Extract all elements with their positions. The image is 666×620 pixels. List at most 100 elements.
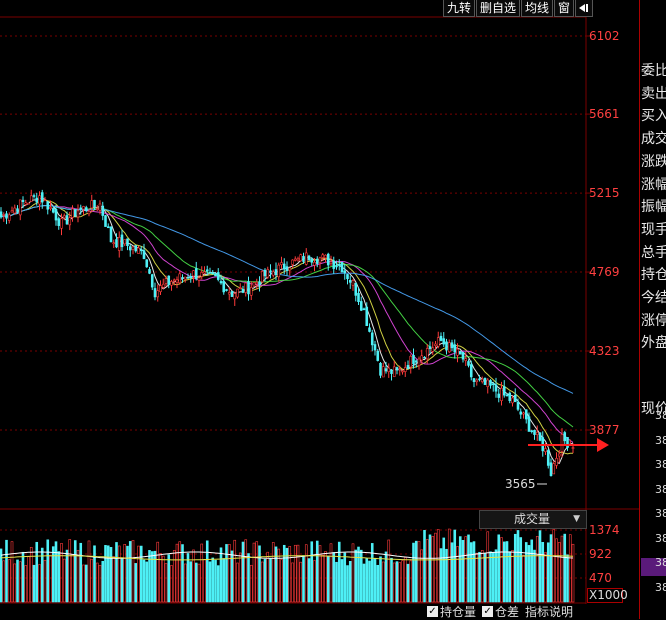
volume-bar: [461, 540, 465, 603]
volume-bar: [87, 540, 91, 603]
candle-body: [491, 383, 495, 386]
volume-bar: [436, 529, 440, 603]
volume-bar: [480, 550, 484, 603]
volume-bar: [79, 542, 83, 603]
candle-body: [43, 199, 47, 202]
candle-body: [87, 211, 91, 215]
candle-body: [464, 358, 468, 361]
moving-average-button[interactable]: 均线: [521, 0, 554, 17]
volume-ma10-line: [0, 555, 574, 561]
candle-body: [148, 269, 151, 274]
volume-bar: [13, 563, 17, 603]
volume-bar: [263, 559, 267, 603]
candle-body: [164, 278, 168, 284]
candle-body: [65, 215, 69, 225]
candle-body: [49, 207, 52, 209]
volume-bar: [73, 540, 77, 603]
volume-bar: [472, 541, 476, 603]
remove-watchlist-button[interactable]: 删自选: [476, 0, 521, 17]
candle-body: [335, 265, 338, 268]
volume-bar: [236, 562, 239, 603]
volume-bar: [76, 550, 80, 603]
hold-checkbox[interactable]: ✓: [427, 606, 438, 617]
candle-body: [0, 211, 3, 218]
volume-bar: [150, 551, 154, 603]
candle-body: [258, 281, 261, 285]
pin-icon[interactable]: [575, 0, 594, 17]
volume-bar: [186, 553, 190, 603]
volume-bar: [153, 550, 157, 603]
volume-bar: [192, 549, 195, 603]
window-button[interactable]: 窗: [554, 0, 575, 17]
candle-body: [178, 273, 182, 284]
position-diff-checkbox[interactable]: ✓: [482, 606, 494, 617]
candle-body: [398, 368, 402, 371]
candle-body: [318, 257, 322, 264]
candle-body: [538, 432, 542, 441]
candle-body: [21, 199, 25, 202]
volume-bar: [255, 541, 259, 603]
candle-body: [530, 430, 534, 433]
candle-body: [288, 267, 292, 271]
volume-bar: [219, 547, 223, 603]
candle-body: [134, 245, 138, 252]
volume-bar: [161, 555, 165, 603]
volume-bar: [128, 541, 132, 603]
candle-body: [403, 367, 407, 372]
indicator-help-link[interactable]: 指标说明: [525, 605, 574, 619]
side-label: 成交: [641, 131, 666, 148]
candle-body: [29, 195, 33, 202]
candle-body: [219, 281, 223, 284]
candle-body: [123, 239, 127, 245]
candle-body: [24, 202, 28, 205]
side-label: 涨幅: [641, 176, 666, 193]
side-label: 现手: [641, 221, 666, 238]
volume-bar: [40, 547, 44, 603]
candle-body: [469, 364, 473, 378]
volume-bar: [335, 561, 338, 603]
candle-body: [170, 281, 173, 286]
volume-bar: [445, 548, 448, 603]
candle-body: [277, 264, 281, 278]
nine-turn-button[interactable]: 九转: [443, 0, 476, 17]
volume-bar: [170, 565, 173, 603]
volume-bar: [156, 541, 160, 603]
volume-bar: [43, 559, 47, 603]
volume-bar: [368, 560, 371, 603]
volume-bar: [351, 543, 355, 603]
volume-bar: [343, 552, 347, 603]
candle-body: [505, 394, 509, 397]
candle-body: [167, 275, 171, 285]
volume-bar: [194, 562, 198, 603]
candlestick-chart[interactable]: 6102 5661 5215 4769 4323 3877 1374 922 470 3565: [0, 0, 639, 619]
volume-bar: [148, 550, 151, 603]
candle-body: [373, 344, 377, 351]
price-tick-label: 4323: [589, 344, 620, 358]
candle-body: [527, 416, 531, 432]
volume-bar: [159, 553, 162, 603]
candle-body: [304, 252, 308, 265]
candle-body: [566, 437, 569, 448]
volume-bar: [244, 539, 248, 603]
volume-bar: [348, 561, 352, 603]
volume-bar: [464, 536, 468, 603]
volume-bar: [57, 551, 61, 603]
candle-body: [260, 271, 264, 283]
volume-bar: [395, 561, 399, 603]
candle-body: [35, 197, 39, 203]
volume-bar: [563, 533, 567, 603]
volume-indicator-select[interactable]: 成交量 ▼: [479, 510, 587, 529]
volume-bar: [324, 551, 327, 603]
candle-body: [381, 366, 385, 378]
candle-body: [478, 378, 481, 381]
candle-body: [197, 277, 201, 281]
volume-bar: [271, 542, 275, 603]
volume-bar: [62, 558, 66, 603]
candle-body: [117, 237, 121, 251]
candle-body: [181, 277, 184, 279]
candle-body: [79, 207, 83, 210]
volume-bar: [106, 545, 110, 603]
candle-body: [497, 393, 501, 398]
volume-bar: [337, 541, 341, 603]
quote-side-panel: 委比卖出买入成交涨跌涨幅振幅现手总手持仓今结涨停外盘 现价 38 38 38 38 38…: [639, 0, 666, 619]
